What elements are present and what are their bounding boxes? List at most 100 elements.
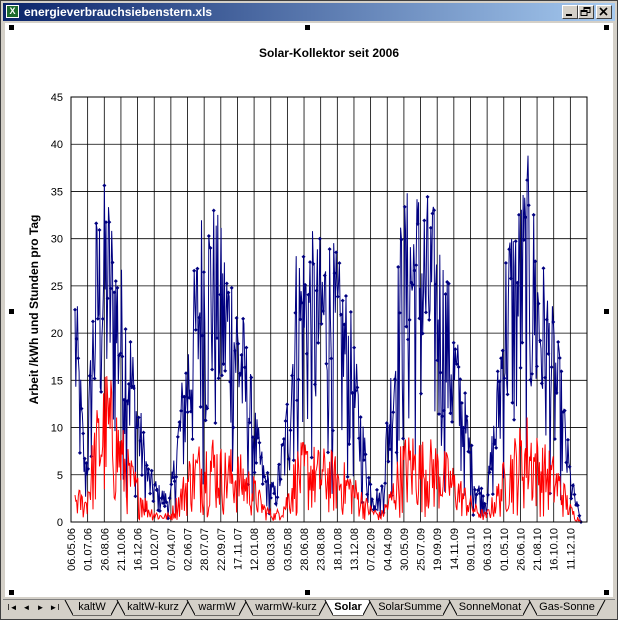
data-point bbox=[569, 496, 574, 501]
sheet-tab-warmw-kurz[interactable]: warmW-kurz bbox=[253, 600, 319, 615]
selection-handle[interactable] bbox=[604, 309, 609, 314]
data-point bbox=[126, 382, 131, 387]
data-point bbox=[370, 497, 375, 502]
data-point bbox=[254, 460, 259, 465]
data-point bbox=[260, 482, 265, 487]
sheet-tab-solarsumme[interactable]: SolarSumme bbox=[377, 600, 443, 615]
data-point bbox=[507, 247, 512, 252]
next-sheet-button[interactable]: ► bbox=[36, 603, 45, 612]
first-sheet-button[interactable]: I◄ bbox=[7, 603, 18, 612]
x-tick-label: 30.05.09 bbox=[399, 528, 411, 571]
data-point bbox=[485, 492, 490, 497]
data-point bbox=[534, 364, 539, 369]
selection-handle[interactable] bbox=[305, 590, 310, 595]
data-point bbox=[82, 456, 87, 461]
x-tick-label: 07.04.07 bbox=[166, 528, 178, 571]
sheet-tab-sonnemonat[interactable]: SonneMonat bbox=[457, 600, 523, 615]
data-point bbox=[425, 194, 430, 199]
sheet-tab-kaltw[interactable]: kaltW bbox=[73, 600, 111, 615]
data-point bbox=[358, 415, 363, 420]
data-point bbox=[277, 462, 282, 467]
selection-handle[interactable] bbox=[9, 309, 14, 314]
data-point bbox=[123, 327, 128, 332]
data-point bbox=[270, 483, 275, 488]
data-point bbox=[182, 394, 187, 399]
data-point bbox=[206, 233, 211, 238]
data-point bbox=[273, 501, 278, 506]
data-point bbox=[384, 421, 389, 426]
data-point bbox=[308, 260, 313, 265]
data-point bbox=[499, 356, 504, 361]
data-point bbox=[128, 340, 133, 345]
x-tick-label: 22.09.07 bbox=[216, 528, 228, 571]
selection-handle[interactable] bbox=[604, 25, 609, 30]
data-point bbox=[187, 395, 192, 400]
x-tick-label: 21.10.06 bbox=[116, 528, 128, 571]
prev-sheet-button[interactable]: ◄ bbox=[22, 603, 31, 612]
data-point bbox=[286, 457, 291, 462]
minimize-button[interactable] bbox=[562, 5, 578, 19]
restore-button[interactable] bbox=[578, 5, 594, 19]
selection-handle[interactable] bbox=[9, 590, 14, 595]
data-point bbox=[468, 450, 473, 455]
data-point bbox=[559, 369, 564, 374]
data-point bbox=[489, 466, 494, 471]
data-point bbox=[353, 388, 358, 393]
selection-handle[interactable] bbox=[604, 590, 609, 595]
data-point bbox=[231, 425, 236, 430]
y-tick-label: 5 bbox=[57, 470, 63, 482]
data-point bbox=[446, 281, 451, 286]
data-point bbox=[252, 470, 257, 475]
sheet-tab-gas-sonne[interactable]: Gas-Sonne bbox=[537, 600, 597, 615]
data-point bbox=[450, 419, 455, 424]
data-point bbox=[562, 408, 567, 413]
window-title: energieverbrauchsiebenstern.xls bbox=[24, 5, 213, 19]
data-point bbox=[570, 483, 575, 488]
data-point bbox=[298, 317, 303, 322]
data-point bbox=[148, 491, 153, 496]
excel-icon[interactable]: X bbox=[6, 5, 19, 18]
data-point bbox=[441, 408, 446, 413]
selection-handle[interactable] bbox=[305, 25, 310, 30]
data-point bbox=[239, 352, 244, 357]
last-sheet-button[interactable]: ►I bbox=[49, 603, 60, 612]
solar-chart[interactable]: Solar-Kollektor seit 2006 0 5 10 15 20 25 30 35 4… bbox=[5, 23, 613, 597]
data-point bbox=[210, 367, 215, 372]
title-bar[interactable]: X energieverbrauchsiebenstern.xls bbox=[3, 3, 615, 21]
data-point bbox=[275, 495, 280, 500]
data-point bbox=[520, 340, 525, 345]
selection-handle[interactable] bbox=[9, 25, 14, 30]
sheet-tab-kaltw-kurz[interactable]: kaltW-kurz bbox=[125, 600, 181, 615]
data-point bbox=[510, 400, 515, 405]
data-point bbox=[136, 415, 141, 420]
data-point bbox=[197, 315, 202, 320]
data-point bbox=[433, 282, 438, 287]
data-point bbox=[144, 463, 149, 468]
data-point bbox=[417, 316, 422, 321]
data-point bbox=[463, 391, 468, 396]
chart-area[interactable]: Solar-Kollektor seit 2006 0 5 10 15 20 25 30 35 4… bbox=[5, 23, 613, 597]
close-button[interactable] bbox=[596, 5, 612, 19]
data-point bbox=[533, 259, 538, 264]
data-point bbox=[394, 450, 399, 455]
data-point bbox=[497, 379, 502, 384]
data-point bbox=[492, 441, 497, 446]
data-point bbox=[76, 356, 81, 361]
data-point bbox=[368, 482, 373, 487]
data-point bbox=[304, 351, 309, 356]
data-point bbox=[263, 479, 268, 484]
sheet-tab-solar[interactable]: Solar bbox=[333, 600, 363, 615]
data-point bbox=[257, 440, 262, 445]
data-point bbox=[281, 436, 286, 441]
data-point bbox=[420, 331, 425, 336]
data-point bbox=[291, 458, 296, 463]
data-point bbox=[464, 414, 469, 419]
data-point bbox=[343, 294, 348, 299]
data-point bbox=[92, 376, 97, 381]
plot-frame bbox=[70, 96, 588, 523]
data-point bbox=[179, 408, 184, 413]
data-point bbox=[512, 417, 517, 422]
data-point bbox=[285, 402, 290, 407]
data-point bbox=[536, 301, 541, 306]
sheet-tab-warmw[interactable]: warmW bbox=[195, 600, 239, 615]
